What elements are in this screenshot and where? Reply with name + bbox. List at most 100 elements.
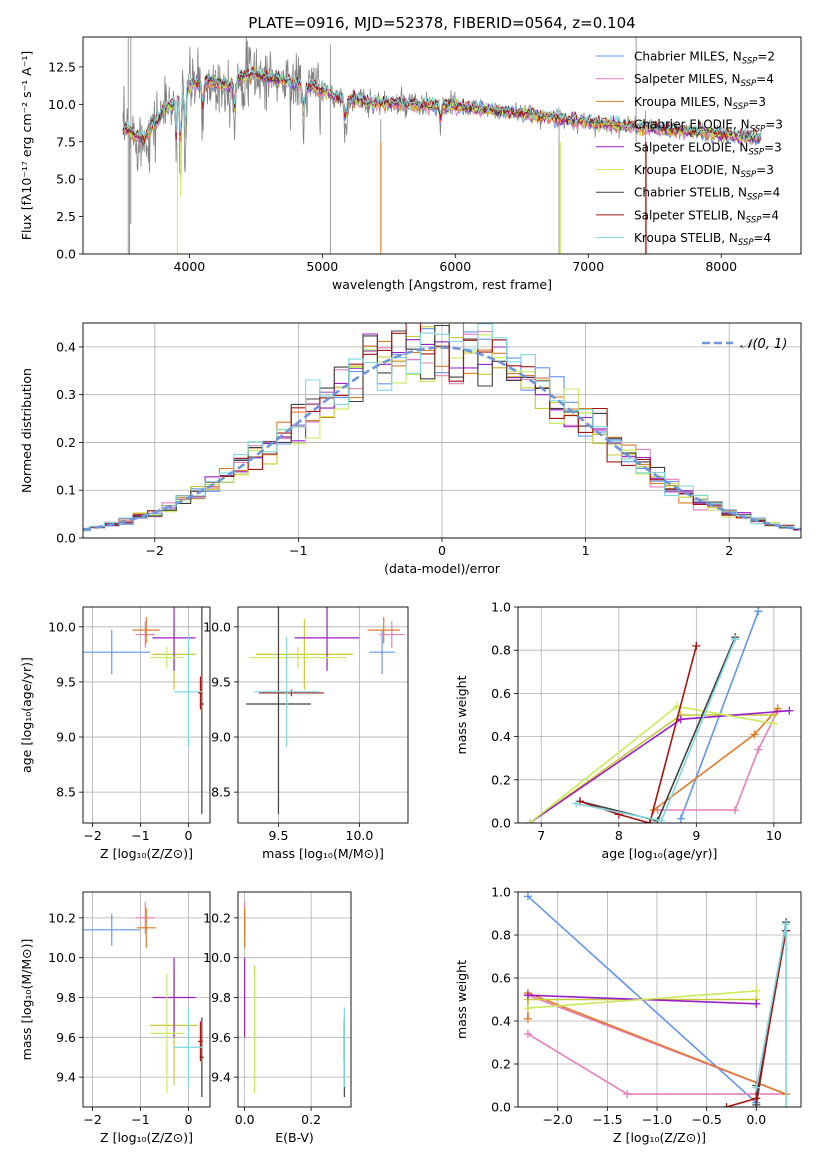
- errorbar-point: [83, 630, 151, 675]
- y-tick-label: 0.8: [491, 643, 511, 658]
- legend-entry: Chabrier ELODIE, NSSP=3: [634, 118, 783, 135]
- y-tick-label: 8.5: [56, 785, 76, 800]
- plot-area: [83, 607, 204, 815]
- errorbar-point: [378, 621, 405, 648]
- plot-area: [523, 892, 791, 1107]
- plus-marker: [782, 920, 791, 929]
- x-tick-label: 1: [582, 543, 590, 558]
- y-tick-label: 8.5: [211, 785, 231, 800]
- y-tick-label: 0.6: [491, 686, 511, 701]
- plus-marker: [754, 745, 763, 754]
- plus-marker: [750, 730, 759, 739]
- x-tick-label: −2: [146, 543, 164, 558]
- errorbar-point: [152, 607, 196, 671]
- errorbar-point: [132, 616, 160, 644]
- y-tick-label: 0.2: [491, 1057, 511, 1072]
- x-tick-label: −2: [83, 828, 101, 843]
- x-tick-label: 0: [184, 1112, 192, 1127]
- axes-1: −2 −1 0 1 2 0.0 0.1 0.2 0.3 0.4 (data-model)/error…: [19, 322, 802, 576]
- y-tick-label: 0.4: [491, 1014, 511, 1029]
- plus-marker: [623, 1090, 632, 1099]
- axes-frame: [82, 36, 802, 255]
- x-tick-label: 0.0: [235, 1112, 255, 1127]
- y-tick-label: 7.5: [56, 134, 76, 149]
- y-tick-label: 10.2: [48, 910, 76, 925]
- y-tick-label: 9.4: [211, 1070, 231, 1085]
- x-tick-label: −1: [131, 828, 149, 843]
- y-tick-label: 9.4: [56, 1070, 76, 1085]
- y-tick-label: 1.0: [491, 885, 511, 900]
- y-tick-label: 9.0: [56, 730, 76, 745]
- x-axis-label: age [log₁₀(age/yr)]: [602, 846, 718, 861]
- y-tick-label: 0.0: [491, 1100, 511, 1115]
- x-tick-label: −1: [131, 1112, 149, 1127]
- plus-marker: [692, 641, 701, 650]
- y-tick-label: 9.5: [211, 674, 231, 689]
- errorbar-point: [198, 1021, 203, 1062]
- plus-marker: [752, 986, 761, 995]
- errorbar-point: [246, 607, 311, 815]
- errorbar-point: [135, 901, 155, 934]
- x-axis-label: mass [log₁₀(M/M⊙)]: [262, 846, 384, 861]
- x-tick-label: 0.2: [301, 1112, 321, 1127]
- y-tick-label: 10.2: [203, 910, 231, 925]
- axes-frame: [82, 891, 211, 1108]
- x-tick-label: 0: [438, 543, 446, 558]
- x-tick-label: 9: [692, 828, 700, 843]
- plus-marker: [752, 1094, 761, 1103]
- errorbar-point: [136, 907, 156, 948]
- plus-marker: [769, 719, 778, 728]
- y-tick-label: 10.0: [48, 950, 76, 965]
- x-tick-label: 7: [537, 828, 545, 843]
- y-tick-label: 0.0: [56, 247, 76, 262]
- x-tick-label: −2: [83, 1112, 101, 1127]
- x-tick-label: 0: [184, 828, 192, 843]
- legend-entry: Kroupa MILES, NSSP=3: [634, 95, 766, 112]
- plus-marker: [525, 819, 534, 823]
- x-axis-label: (data-model)/error: [384, 561, 501, 576]
- x-tick-label: 2: [725, 543, 733, 558]
- x-tick-label: 10: [766, 828, 782, 843]
- y-tick-label: 9.6: [56, 1030, 76, 1045]
- x-tick-label: 10.0: [346, 828, 374, 843]
- axes-frame: [237, 606, 409, 824]
- y-tick-label: 0.2: [56, 435, 76, 450]
- axes-4: 7 8 9 10 0.0 0.2 0.4 0.6 0.8 1.0 age [log₁₀(age/yr…: [454, 600, 802, 861]
- chart-title: PLATE=0916, MJD=52378, FIBERID=0564, z=0…: [248, 14, 635, 32]
- y-tick-label: 9.0: [211, 730, 231, 745]
- plus-marker: [731, 635, 740, 644]
- residual-histogram-8: [83, 323, 801, 532]
- x-tick-label: 5000: [306, 259, 338, 274]
- plot-area: [83, 323, 801, 532]
- errorbar-point: [254, 636, 319, 747]
- x-axis-label: Z [log₁₀(Z/Z⊙)]: [100, 1130, 193, 1145]
- errorbar-point: [294, 607, 360, 671]
- x-tick-label: −0.5: [691, 1112, 721, 1127]
- plot-area: [83, 901, 204, 1098]
- plus-marker: [523, 1004, 532, 1013]
- x-tick-label: 4000: [173, 259, 205, 274]
- y-axis-label: Flux [fλ10⁻¹⁷ erg cm⁻² s⁻¹ A⁻¹]: [19, 51, 34, 240]
- axes-3: 9.5 10.0 8.5 9.0 9.5 10.0 mass [log₁₀(M/M⊙)]: [203, 606, 409, 861]
- x-tick-label: −1.5: [592, 1112, 622, 1127]
- y-tick-label: 0.2: [491, 772, 511, 787]
- y-tick-label: 0.3: [56, 387, 76, 402]
- y-tick-label: 10.0: [203, 619, 231, 634]
- plot-area: [525, 607, 794, 823]
- plus-marker: [657, 816, 666, 823]
- axes-2: −2 −1 0 8.5 9.0 9.5 10.0 Z [log₁₀(Z/Z⊙)] age [lo…: [19, 606, 211, 861]
- plus-marker: [676, 715, 685, 724]
- axes-frame: [517, 606, 802, 824]
- y-axis-label: mass [log₁₀(M/M⊙)]: [19, 939, 34, 1061]
- errorbar-point: [150, 973, 184, 1094]
- plus-marker: [523, 991, 532, 1000]
- x-tick-label: −1.0: [642, 1112, 672, 1127]
- errorbar-point: [83, 913, 141, 946]
- mass-weight-line-5: [527, 990, 757, 1009]
- legend-entry: Salpeter MILES, NSSP=4: [634, 72, 774, 89]
- x-axis-label: Z [log₁₀(Z/Z⊙)]: [100, 846, 193, 861]
- legend-entry: Chabrier STELIB, NSSP=4: [634, 186, 780, 203]
- y-tick-label: 2.5: [56, 209, 76, 224]
- y-tick-label: 10.0: [48, 619, 76, 634]
- legend-entry: Kroupa ELODIE, NSSP=3: [634, 163, 774, 180]
